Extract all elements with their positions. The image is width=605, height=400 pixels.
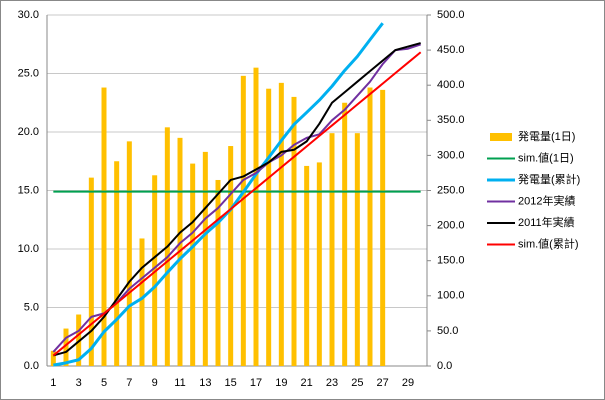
bar xyxy=(342,102,348,366)
bar xyxy=(278,82,284,367)
x-tick-label: 17 xyxy=(250,377,262,389)
x-tick-label: 7 xyxy=(126,377,132,389)
legend-label: sim.値(累計) xyxy=(518,236,579,250)
y2-tick-label: 350.0 xyxy=(437,114,465,126)
bar xyxy=(126,141,132,366)
x-tick-label: 11 xyxy=(174,377,185,389)
y2-tick-label: 50.0 xyxy=(437,325,458,337)
x-tick-label: 29 xyxy=(402,377,414,389)
y-tick-label: 15.0 xyxy=(18,184,39,196)
bar xyxy=(139,238,145,366)
bar xyxy=(266,88,272,367)
y-tick-label: 10.0 xyxy=(18,243,39,255)
line xyxy=(53,22,384,367)
x-tick-label: 25 xyxy=(351,377,363,389)
bar xyxy=(202,151,208,366)
y2-tick-label: 500.0 xyxy=(437,9,465,21)
bar xyxy=(304,165,310,366)
y-tick-label: 0.0 xyxy=(24,360,39,372)
x-tick-label: 1 xyxy=(50,377,56,389)
bar xyxy=(316,162,322,366)
bar xyxy=(367,87,373,366)
x-tick-label: 21 xyxy=(301,377,313,389)
x-tick-label: 15 xyxy=(225,377,237,389)
x-tick-label: 13 xyxy=(199,377,211,389)
y-tick-label: 5.0 xyxy=(24,301,39,313)
legend-label: 2011年実績 xyxy=(518,215,575,229)
legend-swatch xyxy=(490,133,512,141)
y-tick-label: 25.0 xyxy=(18,67,39,79)
x-tick-label: 23 xyxy=(326,377,338,389)
bar xyxy=(101,87,107,366)
y-tick-label: 30.0 xyxy=(18,9,39,21)
bar xyxy=(228,146,234,366)
line xyxy=(53,42,421,357)
legend-label: 2012年実績 xyxy=(518,193,575,207)
bar xyxy=(114,161,120,366)
bar xyxy=(380,89,386,366)
bar xyxy=(63,328,69,366)
bar xyxy=(329,133,335,366)
y2-tick-label: 250.0 xyxy=(437,184,465,196)
x-tick-label: 19 xyxy=(275,377,287,389)
bar xyxy=(50,350,56,366)
legend-label: 発電量(1日) xyxy=(518,129,575,143)
line xyxy=(52,51,422,357)
bar xyxy=(291,96,297,367)
y2-tick-label: 100.0 xyxy=(437,290,465,302)
y-tick-label: 20.0 xyxy=(18,126,39,138)
x-tick-label: 27 xyxy=(377,377,389,389)
y2-tick-label: 300.0 xyxy=(437,149,465,161)
bar xyxy=(215,179,221,366)
bar xyxy=(190,163,196,366)
x-tick-label: 9 xyxy=(152,377,158,389)
bar xyxy=(88,177,94,366)
x-tick-label: 5 xyxy=(101,377,107,389)
bar xyxy=(253,67,259,367)
bar xyxy=(354,133,360,366)
legend-label: 発電量(累計) xyxy=(518,172,580,186)
legend-label: sim.値(1日) xyxy=(518,151,574,164)
y2-tick-label: 450.0 xyxy=(437,44,465,56)
bar xyxy=(240,75,246,366)
y2-tick-label: 150.0 xyxy=(437,255,465,267)
y2-tick-label: 400.0 xyxy=(437,79,465,91)
y2-tick-label: 200.0 xyxy=(437,220,465,232)
x-tick-label: 3 xyxy=(76,377,82,389)
y2-tick-label: 0.0 xyxy=(437,360,452,372)
